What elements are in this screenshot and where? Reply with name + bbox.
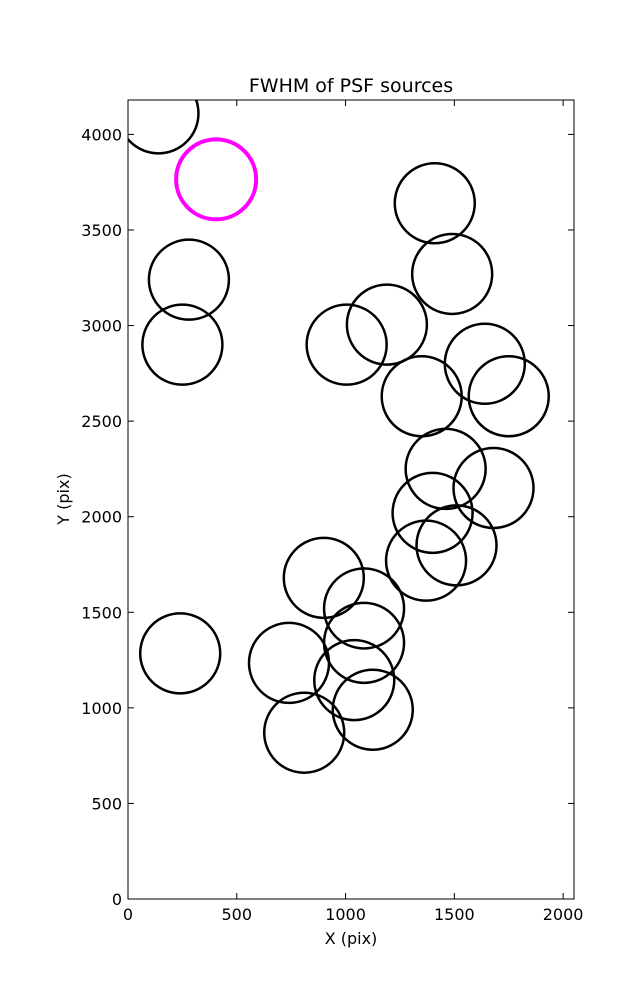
source-marker [141, 303, 224, 386]
source-marker [322, 567, 406, 650]
highlighted-source-marker [174, 137, 259, 222]
source-marker [345, 283, 429, 366]
x-tick-label: 1500 [434, 905, 475, 924]
source-marker [313, 638, 396, 722]
source-marker [322, 601, 406, 685]
y-axis: 0 500 1000 1500 2000 2500 3000 3500 4000 [81, 125, 574, 909]
scatter-markers [128, 100, 550, 774]
source-marker [138, 612, 222, 695]
y-tick-label: 0 [112, 890, 122, 909]
chart-title: FWHM of PSF sources [249, 75, 453, 97]
source-marker [467, 355, 550, 438]
source-marker [331, 668, 415, 752]
y-tick-label: 3500 [81, 221, 122, 240]
x-tick-label: 1000 [325, 905, 366, 924]
y-tick-label: 3000 [81, 317, 122, 336]
source-marker [404, 427, 487, 511]
source-marker [305, 303, 388, 386]
plot-frame [127, 99, 575, 900]
source-marker [147, 238, 231, 321]
source-marker [128, 100, 200, 155]
source-marker [262, 691, 346, 774]
x-tick-label: 500 [222, 905, 253, 924]
x-axis: 0 500 1000 1500 2000 [123, 100, 584, 924]
source-marker [410, 232, 494, 316]
y-tick-label: 2000 [81, 508, 122, 527]
x-axis-label: X (pix) [325, 929, 378, 948]
y-tick-label: 1000 [81, 699, 122, 718]
x-tick-label: 2000 [543, 905, 584, 924]
source-marker [391, 471, 474, 555]
y-axis-label: Y (pix) [54, 473, 73, 525]
x-tick-label: 0 [123, 905, 133, 924]
y-tick-label: 500 [91, 794, 122, 813]
source-marker [443, 322, 527, 406]
source-marker [393, 161, 477, 245]
y-tick-label: 2500 [81, 412, 122, 431]
source-marker [452, 446, 535, 530]
y-tick-label: 4000 [81, 125, 122, 144]
source-marker [282, 536, 366, 620]
y-tick-label: 1500 [81, 603, 122, 622]
